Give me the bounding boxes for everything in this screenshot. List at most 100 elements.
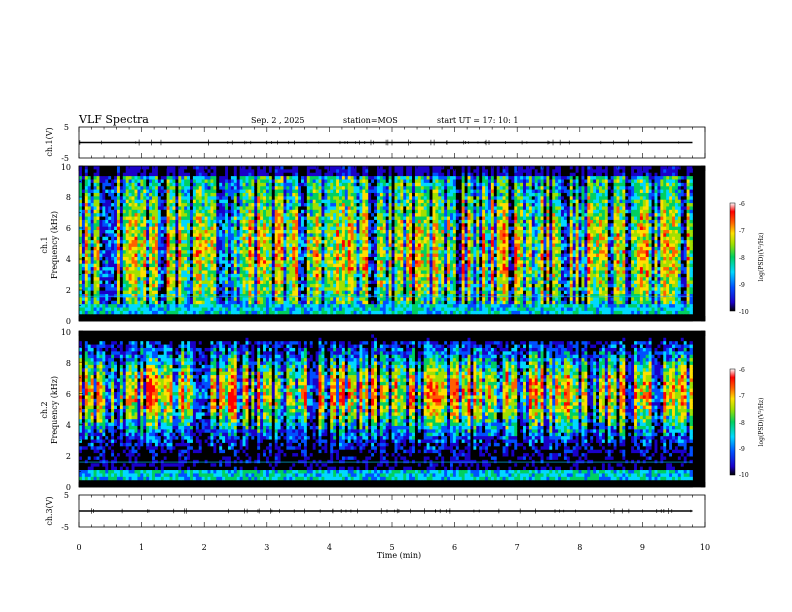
spectrogram-cell xyxy=(341,206,346,211)
spectrogram-cell xyxy=(356,253,360,258)
spectrogram-cell xyxy=(128,273,132,278)
spectrogram-cell xyxy=(169,176,173,180)
spectrogram-cell xyxy=(374,203,378,207)
spectrogram-cell xyxy=(187,216,191,221)
spectrogram-cell xyxy=(157,213,162,217)
spectrogram-cell xyxy=(116,297,121,302)
spectrogram-cell xyxy=(254,206,258,211)
spectrogram-cell xyxy=(321,186,325,190)
spectrogram-cell xyxy=(204,179,208,184)
spectrogram-cell xyxy=(210,297,214,302)
spectrogram-cell xyxy=(84,230,89,234)
spectrogram-cell xyxy=(248,307,252,312)
spectrogram-cell xyxy=(239,260,243,265)
spectrogram-cell xyxy=(198,192,203,197)
spectrogram-cell xyxy=(172,307,176,312)
spectrogram-cell xyxy=(187,283,191,288)
spectrogram-cell xyxy=(152,317,156,322)
spectrogram-cell xyxy=(374,300,378,305)
spectrogram-cell xyxy=(154,280,159,285)
spectrogram-cell xyxy=(295,176,299,180)
spectrogram-cell xyxy=(309,290,314,295)
spectrogram-cell xyxy=(236,236,241,241)
spectrogram-cell xyxy=(207,213,211,217)
spectrogram-cell xyxy=(303,240,308,244)
spectrogram-cell xyxy=(371,203,375,207)
spectrogram-cell xyxy=(324,253,328,258)
spectrogram-cell xyxy=(245,226,249,231)
spectrogram-cell xyxy=(236,246,241,251)
spectrogram-cell xyxy=(102,226,106,231)
spectrogram-cell xyxy=(163,246,168,251)
spectrogram-cell xyxy=(347,199,352,204)
spectrogram-cell xyxy=(146,277,150,281)
spectrogram-cell xyxy=(213,206,217,211)
spectrogram-cell xyxy=(108,182,112,187)
spectrogram-cell xyxy=(152,307,156,312)
spectrogram-cell xyxy=(236,300,241,305)
spectrogram-cell xyxy=(321,300,325,305)
spectrogram-cell xyxy=(303,256,308,261)
spectrogram-cell xyxy=(277,172,281,177)
spectrogram-cell xyxy=(301,213,305,217)
spectrogram-cell xyxy=(306,263,311,268)
spectrogram-cell xyxy=(225,277,229,281)
spectrogram-cell xyxy=(192,196,197,201)
spectrogram-cell xyxy=(163,314,168,319)
spectrogram-cell xyxy=(190,169,194,174)
spectrogram-cell xyxy=(280,314,284,319)
spectrogram-cell xyxy=(154,304,159,308)
spectrogram-cell xyxy=(309,300,314,305)
spectrogram-cell xyxy=(236,277,241,281)
spectrogram-cell xyxy=(149,216,153,221)
spectrogram-cell xyxy=(192,263,197,268)
spectrogram-cell xyxy=(368,310,372,315)
spectrogram-cell xyxy=(301,179,305,184)
spectrogram-cell xyxy=(260,206,264,211)
spectrogram-cell xyxy=(90,196,95,201)
spectrogram-cell xyxy=(227,263,232,268)
spectrogram-cell xyxy=(295,223,299,228)
spectrogram-cell xyxy=(87,216,92,221)
spectrogram-cell xyxy=(216,253,220,258)
spectrogram-cell xyxy=(96,233,100,238)
spectrogram-cell xyxy=(306,206,311,211)
spectrogram-cell xyxy=(292,233,296,238)
spectrogram-cell xyxy=(233,243,238,248)
spectrogram-cell xyxy=(90,273,95,278)
spectrogram-cell xyxy=(292,280,296,285)
spectrogram-cell xyxy=(257,192,261,197)
spectrogram-cell xyxy=(379,300,384,305)
spectrogram-cell xyxy=(356,209,360,214)
spectrogram-cell xyxy=(350,192,354,197)
spectrogram-cell xyxy=(102,246,106,251)
spectrogram-cell xyxy=(169,246,173,251)
spectrogram-cell xyxy=(146,236,150,241)
spectrogram-cell xyxy=(119,192,124,197)
spectrogram-cell xyxy=(105,270,109,275)
spectrogram-cell xyxy=(248,246,252,251)
spectrogram-cell xyxy=(382,226,387,231)
spectrogram-cell xyxy=(99,176,103,180)
spectrogram-cell xyxy=(356,307,360,312)
spectrogram-cell xyxy=(143,166,147,170)
spectrogram-cell xyxy=(301,236,305,241)
spectrogram-cell xyxy=(365,304,369,308)
spectrogram-cell xyxy=(87,267,92,271)
spectrogram-cell xyxy=(303,196,308,201)
spectrogram-cell xyxy=(286,310,290,315)
spectrogram-cell xyxy=(108,233,112,238)
spectrogram-cell xyxy=(248,199,252,204)
spectrogram-cell xyxy=(271,209,276,214)
spectrogram-cell xyxy=(271,192,276,197)
spectrogram-cell xyxy=(201,283,206,288)
spectrogram-cell xyxy=(160,256,165,261)
spectrogram-cell xyxy=(105,169,109,174)
spectrogram-cell xyxy=(166,169,170,174)
spectrogram-cell xyxy=(359,182,363,187)
spectrogram-cell xyxy=(242,213,246,217)
spectrogram-cell xyxy=(301,280,305,285)
spectrogram-cell xyxy=(379,189,384,194)
spectrogram-cell xyxy=(280,304,284,308)
spectrogram-cell xyxy=(306,277,311,281)
